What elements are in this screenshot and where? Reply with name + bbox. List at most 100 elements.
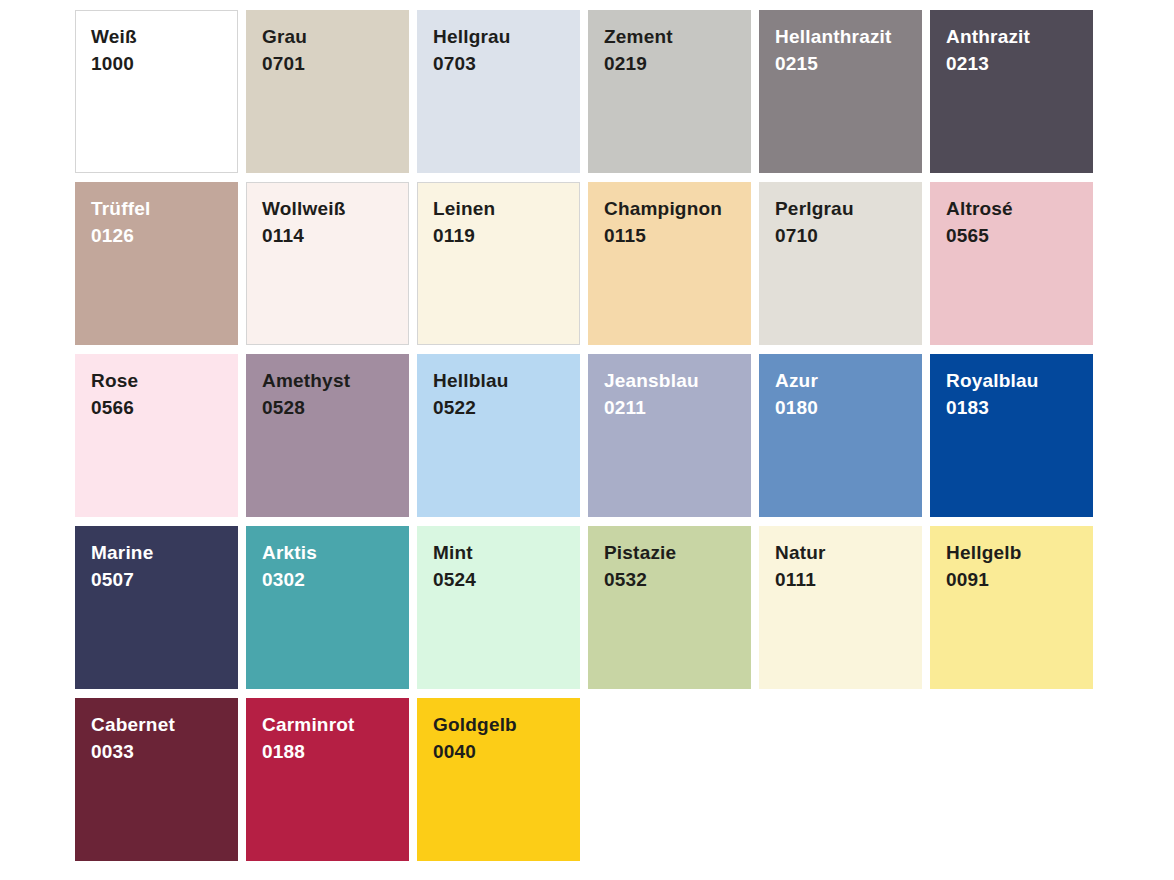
color-chart-page: Weiß 1000 Grau 0701 Hellgrau 0703 Zement…: [0, 0, 1174, 880]
color-code: 0528: [262, 394, 399, 421]
color-swatch-0091[interactable]: Hellgelb 0091: [930, 526, 1093, 689]
swatch-label: Rose 0566: [91, 367, 228, 421]
color-swatch-0114[interactable]: Wollweiß 0114: [246, 182, 409, 345]
color-name: Trüffel: [91, 195, 228, 222]
color-name: Goldgelb: [433, 711, 570, 738]
color-code: 0213: [946, 50, 1083, 77]
swatch-label: Hellgelb 0091: [946, 539, 1083, 593]
color-swatch-0119[interactable]: Leinen 0119: [417, 182, 580, 345]
color-swatch-0703[interactable]: Hellgrau 0703: [417, 10, 580, 173]
color-code: 0703: [433, 50, 570, 77]
color-name: Cabernet: [91, 711, 228, 738]
color-swatch-0507[interactable]: Marine 0507: [75, 526, 238, 689]
swatch-label: Pistazie 0532: [604, 539, 741, 593]
color-swatch-0524[interactable]: Mint 0524: [417, 526, 580, 689]
color-code: 0211: [604, 394, 741, 421]
color-swatch-0111[interactable]: Natur 0111: [759, 526, 922, 689]
color-name: Amethyst: [262, 367, 399, 394]
color-name: Royalblau: [946, 367, 1083, 394]
color-name: Arktis: [262, 539, 399, 566]
color-swatch-0566[interactable]: Rose 0566: [75, 354, 238, 517]
swatch-label: Goldgelb 0040: [433, 711, 570, 765]
color-code: 0701: [262, 50, 399, 77]
swatch-label: Azur 0180: [775, 367, 912, 421]
color-swatch-0213[interactable]: Anthrazit 0213: [930, 10, 1093, 173]
color-code: 0091: [946, 566, 1083, 593]
swatch-label: Jeansblau 0211: [604, 367, 741, 421]
swatch-label: Zement 0219: [604, 23, 741, 77]
swatch-label: Carminrot 0188: [262, 711, 399, 765]
color-code: 0219: [604, 50, 741, 77]
color-code: 0183: [946, 394, 1083, 421]
color-swatch-0219[interactable]: Zement 0219: [588, 10, 751, 173]
swatch-label: Weiß 1000: [91, 23, 228, 77]
swatch-label: Royalblau 0183: [946, 367, 1083, 421]
color-name: Marine: [91, 539, 228, 566]
color-name: Perlgrau: [775, 195, 912, 222]
color-swatch-1000[interactable]: Weiß 1000: [75, 10, 238, 173]
color-name: Altrosé: [946, 195, 1083, 222]
color-code: 0033: [91, 738, 228, 765]
color-code: 0111: [775, 566, 912, 593]
color-swatch-0565[interactable]: Altrosé 0565: [930, 182, 1093, 345]
color-name: Grau: [262, 23, 399, 50]
color-name: Leinen: [433, 195, 570, 222]
color-swatch-0215[interactable]: Hellanthrazit 0215: [759, 10, 922, 173]
color-code: 0180: [775, 394, 912, 421]
color-swatch-0302[interactable]: Arktis 0302: [246, 526, 409, 689]
color-code: 0115: [604, 222, 741, 249]
color-name: Azur: [775, 367, 912, 394]
color-swatch-0532[interactable]: Pistazie 0532: [588, 526, 751, 689]
color-name: Zement: [604, 23, 741, 50]
color-swatch-0040[interactable]: Goldgelb 0040: [417, 698, 580, 861]
swatch-label: Perlgrau 0710: [775, 195, 912, 249]
color-code: 0507: [91, 566, 228, 593]
color-name: Carminrot: [262, 711, 399, 738]
swatch-label: Amethyst 0528: [262, 367, 399, 421]
swatch-label: Hellanthrazit 0215: [775, 23, 912, 77]
color-code: 0302: [262, 566, 399, 593]
color-name: Mint: [433, 539, 570, 566]
swatch-label: Anthrazit 0213: [946, 23, 1083, 77]
swatch-label: Marine 0507: [91, 539, 228, 593]
color-swatch-0522[interactable]: Hellblau 0522: [417, 354, 580, 517]
color-swatch-0528[interactable]: Amethyst 0528: [246, 354, 409, 517]
color-code: 0522: [433, 394, 570, 421]
color-swatch-0710[interactable]: Perlgrau 0710: [759, 182, 922, 345]
color-swatch-0183[interactable]: Royalblau 0183: [930, 354, 1093, 517]
color-swatch-0701[interactable]: Grau 0701: [246, 10, 409, 173]
swatch-label: Natur 0111: [775, 539, 912, 593]
swatch-label: Mint 0524: [433, 539, 570, 593]
swatch-label: Hellblau 0522: [433, 367, 570, 421]
swatch-label: Cabernet 0033: [91, 711, 228, 765]
color-name: Pistazie: [604, 539, 741, 566]
color-swatch-0115[interactable]: Champignon 0115: [588, 182, 751, 345]
color-swatch-0180[interactable]: Azur 0180: [759, 354, 922, 517]
color-name: Natur: [775, 539, 912, 566]
color-swatch-0126[interactable]: Trüffel 0126: [75, 182, 238, 345]
color-swatch-0033[interactable]: Cabernet 0033: [75, 698, 238, 861]
swatch-label: Champignon 0115: [604, 195, 741, 249]
color-name: Hellgrau: [433, 23, 570, 50]
color-code: 0532: [604, 566, 741, 593]
color-code: 0524: [433, 566, 570, 593]
swatch-label: Hellgrau 0703: [433, 23, 570, 77]
color-code: 0215: [775, 50, 912, 77]
color-name: Hellgelb: [946, 539, 1083, 566]
color-code: 0565: [946, 222, 1083, 249]
color-name: Hellblau: [433, 367, 570, 394]
color-name: Hellanthrazit: [775, 23, 912, 50]
color-name: Champignon: [604, 195, 741, 222]
color-name: Rose: [91, 367, 228, 394]
color-name: Anthrazit: [946, 23, 1083, 50]
color-swatch-0188[interactable]: Carminrot 0188: [246, 698, 409, 861]
color-name: Jeansblau: [604, 367, 741, 394]
color-code: 0566: [91, 394, 228, 421]
swatch-label: Wollweiß 0114: [262, 195, 399, 249]
swatch-label: Trüffel 0126: [91, 195, 228, 249]
swatch-label: Arktis 0302: [262, 539, 399, 593]
swatch-label: Altrosé 0565: [946, 195, 1083, 249]
color-code: 0114: [262, 222, 399, 249]
color-palette: Weiß 1000 Grau 0701 Hellgrau 0703 Zement…: [75, 10, 1093, 861]
color-swatch-0211[interactable]: Jeansblau 0211: [588, 354, 751, 517]
